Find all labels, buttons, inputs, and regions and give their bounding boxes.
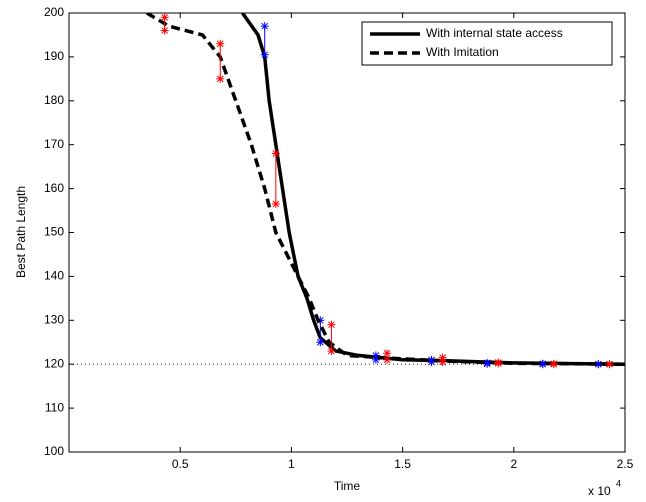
marker-stroke [272, 200, 280, 208]
marker-stroke [161, 14, 168, 21]
y-tick-label: 120 [44, 356, 64, 370]
error-marker [260, 22, 269, 31]
y-axis-label: Best Path Length [14, 186, 28, 278]
error-marker [549, 359, 558, 368]
x-axis-label: Time [334, 479, 361, 493]
marker-stroke [272, 150, 280, 157]
error-marker [494, 358, 503, 367]
marker-stroke [316, 338, 324, 346]
plot-area [68, 12, 626, 453]
marker-stroke [161, 27, 168, 34]
error-marker [160, 26, 169, 35]
y-tick-label: 190 [44, 49, 64, 63]
x-tick-label: 2 [510, 457, 517, 471]
marker-stroke [383, 349, 391, 357]
series-line [241, 13, 625, 366]
error-marker [327, 320, 336, 329]
error-marker [316, 338, 325, 347]
error-marker [260, 50, 269, 59]
error-marker [327, 347, 336, 356]
y-tick-label: 150 [44, 225, 64, 239]
error-marker [605, 360, 614, 369]
marker-stroke [216, 75, 224, 83]
y-tick-label: 160 [44, 181, 64, 195]
marker-stroke [261, 51, 269, 59]
legend-box [361, 21, 613, 66]
error-marker [216, 74, 225, 83]
error-marker [438, 353, 447, 362]
legend-label: With Imitation [426, 45, 499, 59]
marker-stroke [606, 360, 613, 368]
error-marker [216, 39, 225, 48]
marker-stroke [550, 360, 558, 368]
data-layer [69, 13, 625, 369]
y-tick-label: 170 [44, 137, 64, 151]
series-line [145, 13, 625, 366]
error-marker [271, 199, 280, 208]
error-marker [160, 13, 169, 22]
x-tick-label: 1 [288, 457, 295, 471]
marker-stroke [328, 347, 335, 355]
y-tick-label: 200 [44, 5, 64, 19]
marker-stroke [594, 360, 602, 368]
x-tick-label: 1.5 [394, 457, 411, 471]
y-tick-label: 110 [45, 400, 64, 414]
error-marker [383, 349, 392, 358]
marker-stroke [216, 40, 224, 48]
x-tick-label: 2.5 [617, 457, 634, 471]
marker-stroke [494, 359, 502, 366]
marker-stroke [383, 356, 391, 364]
y-tick-label: 180 [44, 93, 64, 107]
marker-stroke [439, 354, 446, 361]
error-marker [383, 355, 392, 364]
x-multiplier: x 10 [588, 484, 611, 498]
y-tick-label: 100 [44, 444, 64, 458]
x-tick-label: 0.5 [172, 457, 189, 471]
marker-stroke [261, 22, 269, 30]
marker-stroke [428, 356, 435, 364]
error-marker [271, 149, 280, 158]
y-tick-label: 130 [44, 312, 64, 326]
marker-stroke [328, 321, 335, 329]
marker-stroke [483, 359, 491, 367]
error-marker [427, 355, 436, 364]
y-tick-label: 140 [44, 269, 64, 283]
marker-stroke [539, 360, 547, 368]
legend-label: With internal state access [426, 26, 563, 40]
marker-stroke [372, 352, 380, 359]
x-multiplier-exponent: 4 [616, 478, 621, 488]
